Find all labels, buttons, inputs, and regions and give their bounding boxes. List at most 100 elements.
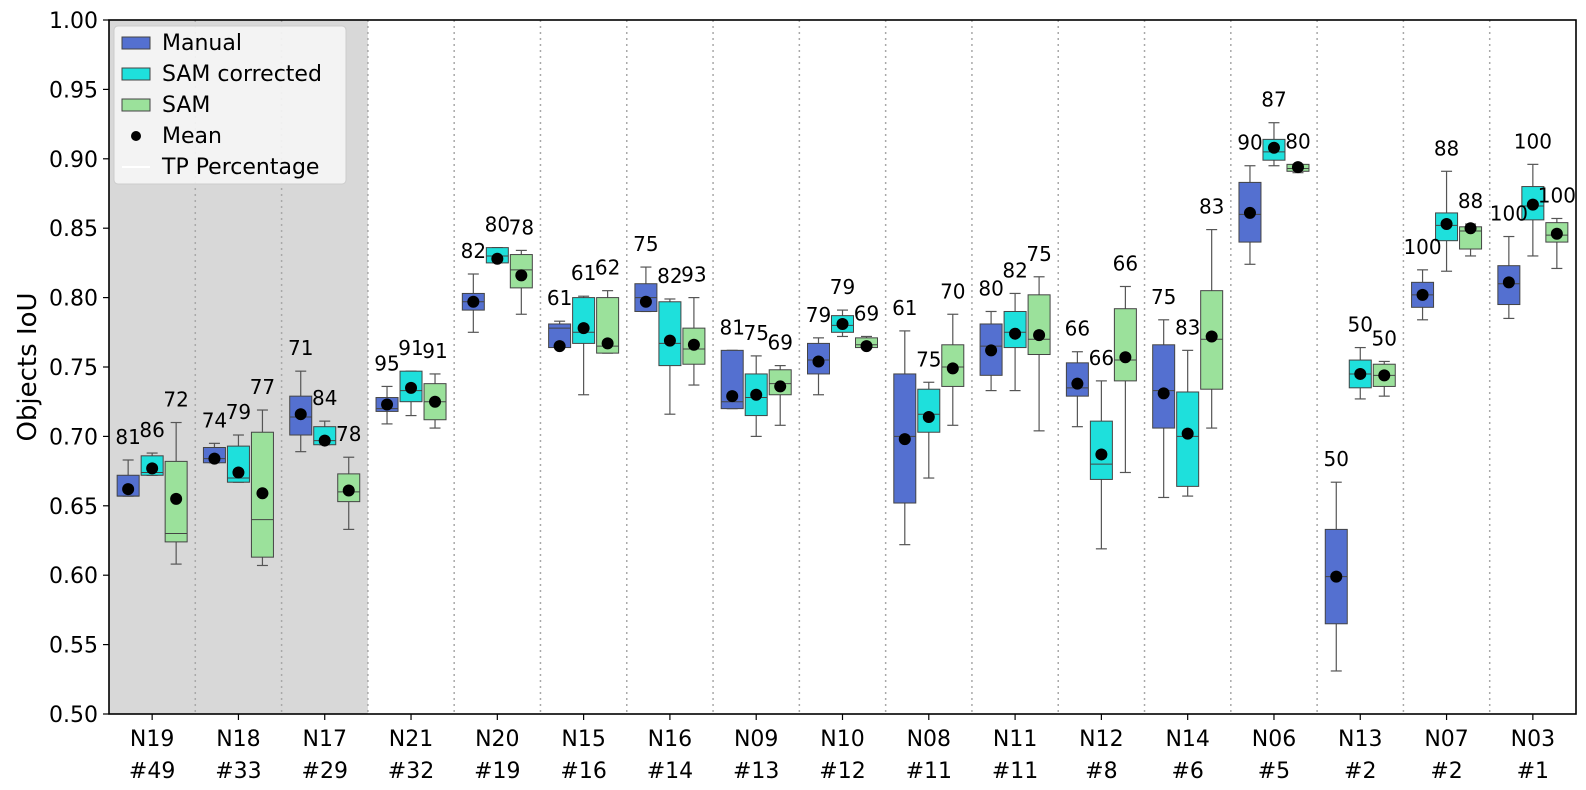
mean-marker bbox=[1354, 367, 1367, 380]
tp-percentage-label: 81 bbox=[719, 315, 744, 339]
mean-marker bbox=[1181, 427, 1194, 440]
legend-swatch-manual bbox=[121, 36, 151, 50]
tp-percentage-label: 88 bbox=[1458, 189, 1483, 213]
x-tick-label-count: #5 bbox=[1258, 759, 1290, 784]
mean-marker bbox=[491, 252, 504, 265]
mean-marker bbox=[170, 492, 183, 505]
box-sam-corrected bbox=[572, 297, 596, 344]
y-tick-label: 0.50 bbox=[49, 703, 98, 728]
x-tick-label-count: #12 bbox=[819, 759, 865, 784]
tp-percentage-label: 84 bbox=[312, 386, 337, 410]
legend-label-sam-corrected: SAM corrected bbox=[162, 62, 322, 87]
mean-marker bbox=[687, 338, 700, 351]
x-tick-label-count: #13 bbox=[733, 759, 779, 784]
tp-percentage-label: 82 bbox=[1002, 258, 1027, 282]
x-tick-label: N14 bbox=[1165, 727, 1209, 752]
tp-percentage-label: 50 bbox=[1324, 447, 1349, 471]
mean-marker bbox=[898, 433, 911, 446]
x-tick-label-count: #11 bbox=[992, 759, 1038, 784]
mean-marker bbox=[1157, 387, 1170, 400]
mean-marker bbox=[553, 340, 566, 353]
x-axis: N19 #49 N18 #33 N17 #29 N21 #32 N20 #19 N15 #16 N16 #… bbox=[129, 714, 1555, 784]
tp-percentage-label: 78 bbox=[509, 215, 534, 239]
mean-marker bbox=[122, 483, 135, 496]
tp-percentage-label: 100 bbox=[1490, 202, 1528, 226]
tp-percentage-label: 61 bbox=[547, 286, 572, 310]
tp-percentage-label: 80 bbox=[1285, 129, 1310, 153]
tp-percentage-label: 72 bbox=[163, 388, 188, 412]
x-tick-label: N03 bbox=[1511, 727, 1555, 752]
legend-label-sam: SAM bbox=[162, 93, 210, 118]
y-tick-label: 0.65 bbox=[49, 495, 98, 520]
mean-marker bbox=[1291, 161, 1304, 174]
tp-percentage-label: 79 bbox=[830, 275, 855, 299]
tp-percentage-label: 95 bbox=[374, 351, 399, 375]
x-tick-label: N19 bbox=[130, 727, 174, 752]
mean-marker bbox=[1267, 141, 1280, 154]
x-tick-label: N12 bbox=[1079, 727, 1123, 752]
x-tick-label: N15 bbox=[561, 727, 605, 752]
mean-marker bbox=[1243, 206, 1256, 219]
y-tick-label: 0.55 bbox=[49, 634, 98, 659]
tp-percentage-label: 61 bbox=[892, 296, 917, 320]
x-tick-label: N16 bbox=[648, 727, 692, 752]
x-tick-label: N11 bbox=[993, 727, 1037, 752]
mean-marker bbox=[342, 484, 355, 497]
tp-percentage-label: 93 bbox=[681, 263, 706, 287]
tp-percentage-label: 91 bbox=[422, 339, 447, 363]
mean-marker bbox=[577, 322, 590, 335]
legend-frame bbox=[113, 25, 347, 185]
y-tick-label: 0.60 bbox=[49, 564, 98, 589]
tp-percentage-label: 69 bbox=[767, 331, 792, 355]
mean-marker bbox=[946, 362, 959, 375]
mean-marker bbox=[1550, 227, 1563, 240]
x-tick-label: N20 bbox=[475, 727, 519, 752]
mean-marker bbox=[429, 395, 442, 408]
x-tick-label: N17 bbox=[303, 727, 347, 752]
mean-marker bbox=[515, 269, 528, 282]
box-sam-corrected bbox=[917, 388, 941, 433]
mean-marker bbox=[1440, 218, 1453, 231]
boxes bbox=[116, 122, 1569, 672]
tp-percentage-label: 74 bbox=[202, 408, 227, 432]
mean-marker bbox=[922, 410, 935, 423]
y-tick-label: 0.80 bbox=[49, 287, 98, 312]
mean-marker bbox=[294, 408, 307, 421]
legend-label-tp: TP Percentage bbox=[161, 155, 319, 180]
x-tick-label: N08 bbox=[907, 727, 951, 752]
mean-marker bbox=[812, 355, 825, 368]
mean-marker bbox=[381, 398, 394, 411]
mean-marker bbox=[1205, 330, 1218, 343]
mean-marker bbox=[985, 344, 998, 357]
y-axis: 0.50 0.55 0.60 0.65 0.70 0.75 0.80 0.85 0.90 0.95… bbox=[49, 9, 109, 728]
tp-labels: 8186727479777184789591918280786161627582… bbox=[115, 88, 1576, 471]
mean-marker bbox=[1071, 377, 1084, 390]
mean-marker bbox=[405, 381, 418, 394]
mean-marker bbox=[256, 487, 269, 500]
legend-label-mean: Mean bbox=[162, 124, 222, 149]
mean-marker bbox=[1464, 222, 1477, 235]
mean-marker bbox=[860, 340, 873, 353]
mean-marker bbox=[1095, 448, 1108, 461]
x-tick-label-count: #16 bbox=[560, 759, 606, 784]
legend-marker-mean bbox=[131, 131, 141, 141]
tp-percentage-label: 100 bbox=[1403, 235, 1441, 259]
box-manual bbox=[1152, 344, 1176, 429]
mean-marker bbox=[639, 295, 652, 308]
x-tick-label-count: #29 bbox=[302, 759, 348, 784]
tp-percentage-label: 83 bbox=[1199, 195, 1224, 219]
tp-percentage-label: 75 bbox=[1151, 285, 1176, 309]
box-sam bbox=[596, 297, 620, 354]
legend-swatch-sam-corrected bbox=[121, 67, 151, 81]
mean-marker bbox=[774, 380, 787, 393]
tp-percentage-label: 90 bbox=[1237, 131, 1262, 155]
mean-marker bbox=[146, 462, 159, 475]
tp-percentage-label: 100 bbox=[1538, 183, 1576, 207]
legend-label-manual: Manual bbox=[162, 31, 242, 56]
x-tick-label-count: #19 bbox=[474, 759, 520, 784]
mean-marker bbox=[836, 317, 849, 330]
tp-percentage-label: 70 bbox=[940, 279, 965, 303]
mean-marker bbox=[1033, 329, 1046, 342]
x-tick-label-count: #1 bbox=[1517, 759, 1549, 784]
